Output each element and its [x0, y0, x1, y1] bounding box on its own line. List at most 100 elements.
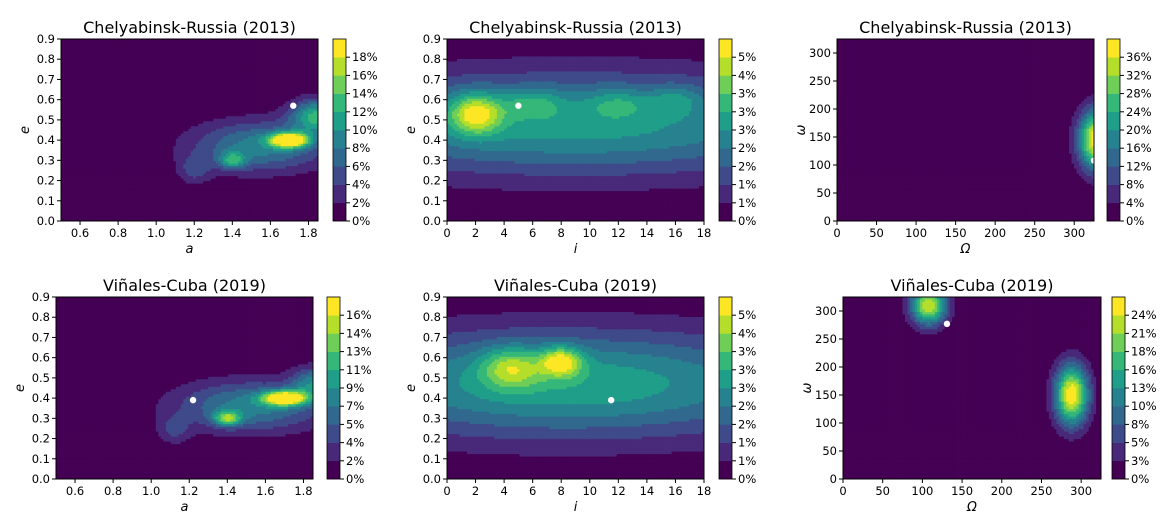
- density-cell: [140, 151, 144, 155]
- density-cell: [70, 88, 74, 92]
- density-cell: [308, 153, 311, 157]
- density-cell: [83, 56, 87, 60]
- density-cell: [125, 53, 129, 57]
- density-cell: [155, 51, 159, 55]
- density-cell: [73, 88, 77, 92]
- density-cell: [240, 48, 244, 52]
- density-cell: [245, 56, 249, 60]
- density-cell: [63, 131, 67, 135]
- density-cell: [173, 81, 177, 85]
- density-cell: [195, 116, 199, 120]
- density-cell: [310, 96, 314, 100]
- density-cell: [278, 43, 281, 47]
- density-cell: [103, 71, 107, 75]
- density-cell: [220, 83, 224, 87]
- density-cell: [180, 73, 184, 77]
- density-cell: [128, 39, 132, 42]
- density-cell: [218, 108, 222, 112]
- density-cell: [233, 58, 237, 62]
- density-cell: [113, 58, 117, 62]
- density-cell: [280, 63, 284, 67]
- density-cell: [95, 136, 99, 140]
- density-cell: [103, 58, 107, 62]
- density-cell: [210, 41, 214, 45]
- density-cell: [295, 146, 299, 150]
- density-cell: [260, 131, 264, 135]
- density-cell: [243, 138, 246, 142]
- density-cell: [170, 148, 174, 152]
- density-cell: [298, 81, 301, 85]
- density-cell: [70, 68, 74, 72]
- density-cell: [195, 58, 199, 62]
- density-cell: [130, 51, 134, 55]
- density-cell: [73, 96, 77, 100]
- density-cell: [115, 118, 119, 122]
- density-cell: [210, 56, 214, 60]
- density-cell: [255, 116, 259, 120]
- density-cell: [95, 78, 99, 82]
- density-cell: [288, 53, 291, 57]
- density-cell: [223, 101, 227, 105]
- density-cell: [308, 48, 311, 52]
- density-cell: [173, 63, 177, 67]
- density-cell: [278, 106, 281, 110]
- density-cell: [268, 93, 271, 97]
- density-cell: [243, 116, 246, 120]
- density-cell: [210, 76, 214, 80]
- density-cell: [173, 143, 177, 147]
- density-cell: [243, 88, 246, 92]
- density-cell: [125, 111, 129, 115]
- density-cell: [190, 41, 194, 45]
- density-cell: [68, 103, 72, 107]
- density-cell: [225, 91, 229, 95]
- density-cell: [113, 126, 117, 130]
- density-cell: [98, 146, 102, 150]
- density-cell: [75, 56, 79, 60]
- density-cell: [223, 53, 227, 57]
- density-cell: [98, 73, 102, 77]
- density-cell: [110, 88, 114, 92]
- density-cell: [153, 78, 157, 82]
- density-cell: [248, 96, 251, 100]
- density-cell: [165, 136, 169, 140]
- density-cell: [160, 121, 164, 125]
- density-cell: [138, 156, 142, 160]
- density-cell: [153, 101, 157, 105]
- density-cell: [145, 156, 149, 160]
- density-cell: [130, 158, 134, 162]
- density-cell: [118, 41, 122, 45]
- density-cell: [228, 131, 232, 135]
- density-cell: [143, 71, 147, 75]
- density-cell: [125, 128, 129, 132]
- density-cell: [248, 151, 251, 155]
- density-cell: [288, 58, 291, 62]
- density-cell: [178, 78, 182, 82]
- density-cell: [100, 46, 104, 50]
- density-cell: [160, 146, 164, 150]
- density-cell: [283, 118, 286, 122]
- density-cell: [300, 101, 304, 105]
- density-cell: [288, 46, 291, 50]
- density-cell: [143, 123, 147, 127]
- density-cell: [88, 101, 92, 105]
- density-cell: [103, 46, 107, 50]
- density-cell: [113, 48, 117, 52]
- density-cell: [193, 51, 197, 55]
- density-cell: [240, 148, 244, 152]
- density-cell: [265, 111, 269, 115]
- density-cell: [93, 91, 97, 95]
- density-cell: [218, 81, 222, 85]
- density-cell: [120, 113, 124, 117]
- density-cell: [288, 136, 291, 140]
- density-cell: [240, 91, 244, 95]
- density-cell: [93, 118, 97, 122]
- density-cell: [263, 143, 266, 147]
- density-cell: [90, 121, 94, 125]
- density-cell: [85, 123, 89, 127]
- density-cell: [273, 41, 276, 45]
- density-cell: [165, 111, 169, 115]
- density-cell: [203, 39, 207, 42]
- density-cell: [268, 56, 271, 60]
- density-cell: [75, 98, 79, 102]
- density-cell: [93, 93, 97, 97]
